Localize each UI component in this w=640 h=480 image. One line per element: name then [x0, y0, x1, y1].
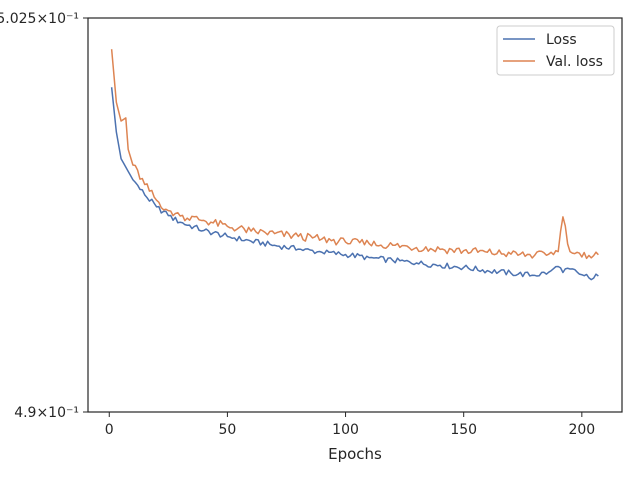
x-tick-label: 50: [218, 422, 236, 438]
x-axis: 0 50 100 150 200: [105, 412, 595, 438]
legend-label: Loss: [546, 32, 577, 48]
x-tick-label: 200: [568, 422, 595, 438]
y-tick-label: 5.025×10⁻¹: [0, 11, 79, 27]
series-layer: [110, 49, 599, 281]
y-axis: 4.9×10⁻¹ 5.025×10⁻¹: [0, 11, 88, 421]
legend-label: Val. loss: [546, 54, 603, 70]
series-line-val-loss: [110, 49, 599, 260]
x-tick-label: 0: [105, 422, 114, 438]
series-line-loss: [110, 87, 599, 281]
plot-frame: [87, 17, 623, 413]
legend: Loss Val. loss: [496, 25, 615, 76]
x-tick-label: 100: [332, 422, 359, 438]
x-tick-label: 150: [450, 422, 477, 438]
y-tick-label: 4.9×10⁻¹: [14, 405, 79, 421]
x-axis-label: Epochs: [328, 445, 382, 463]
